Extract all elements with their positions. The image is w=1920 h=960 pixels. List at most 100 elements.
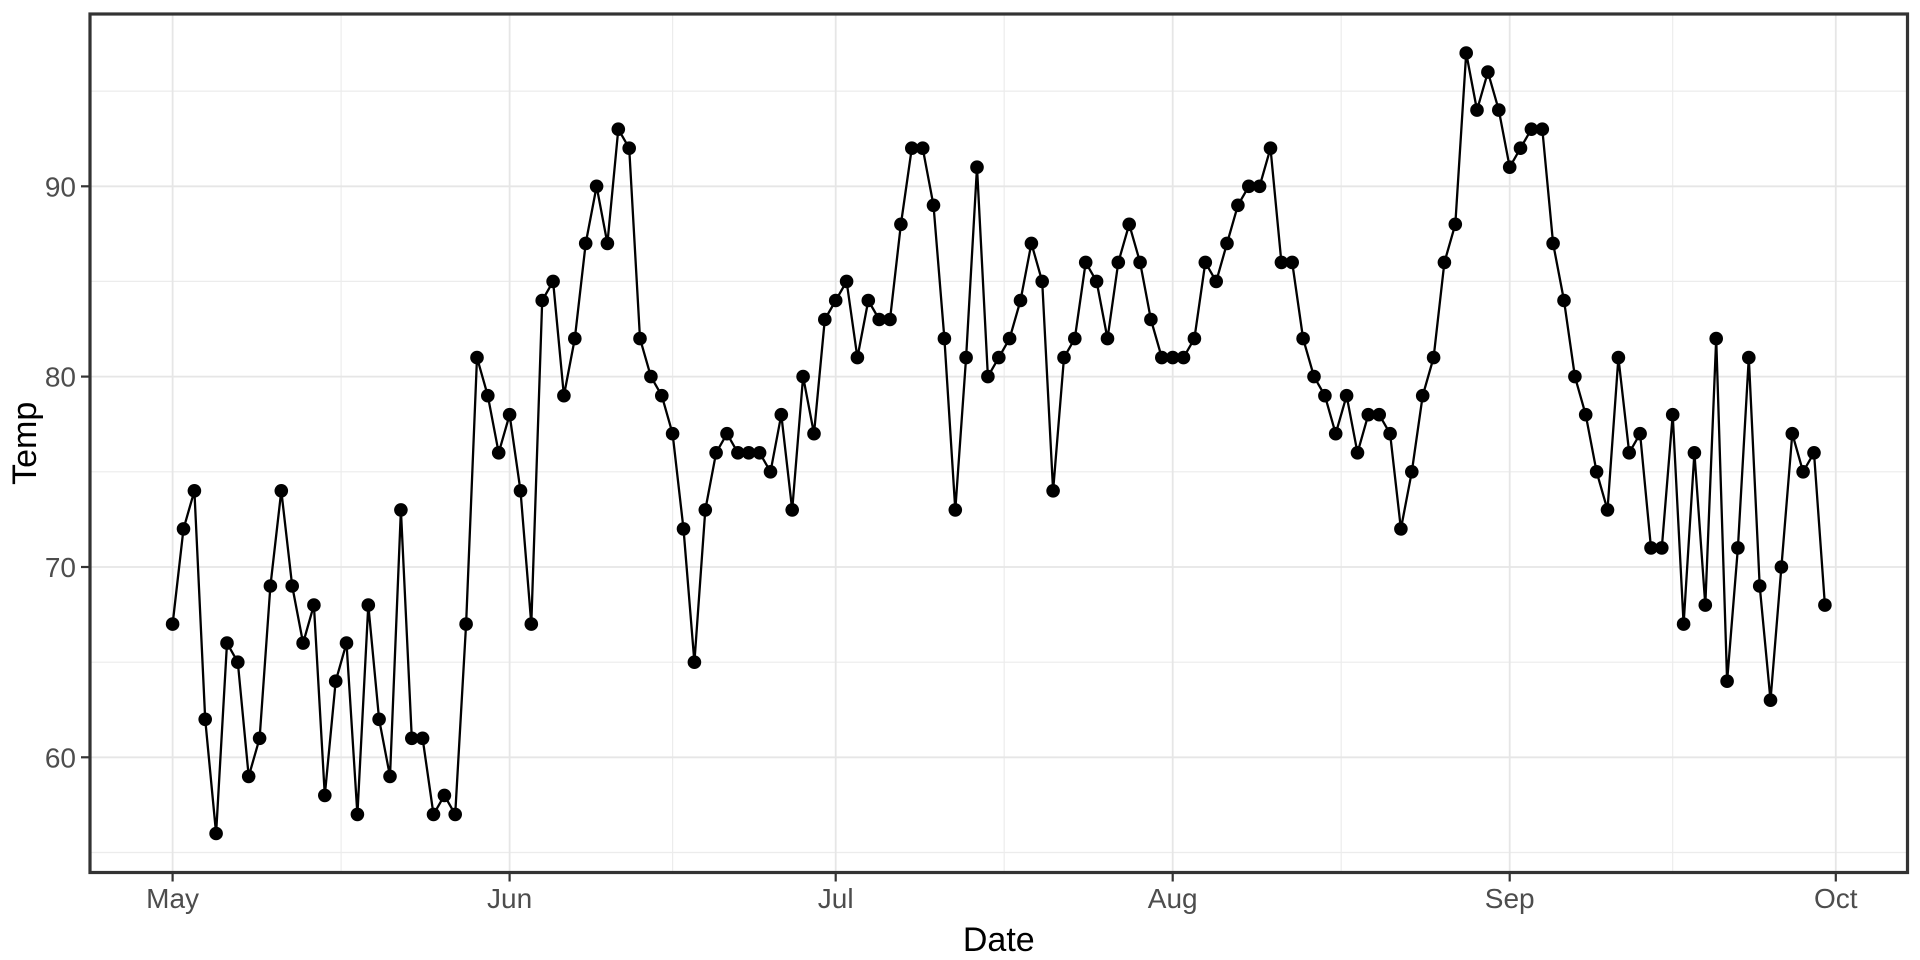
data-point (1633, 426, 1647, 441)
x-tick-label: May (146, 883, 199, 914)
data-point (318, 788, 332, 803)
temp-series (165, 46, 1832, 841)
data-point (644, 369, 658, 384)
data-point (524, 617, 539, 631)
temp-line (171, 51, 1827, 835)
data-point (1774, 560, 1789, 574)
data-point (1209, 274, 1223, 289)
gridlines-major (90, 14, 1908, 873)
data-point (611, 122, 626, 136)
data-point (1448, 217, 1463, 232)
data-point (209, 826, 223, 841)
data-point (1502, 160, 1517, 174)
x-axis-title: Date (963, 921, 1035, 959)
data-point (763, 465, 778, 479)
gridlines-minor (90, 14, 1908, 873)
data-point (1133, 255, 1147, 270)
data-point (1481, 65, 1495, 79)
data-point (1589, 465, 1604, 479)
data-point (220, 636, 234, 650)
data-point (937, 331, 952, 346)
data-point (1285, 255, 1299, 270)
data-point (307, 598, 321, 612)
data-point (1089, 274, 1104, 289)
data-point (861, 293, 876, 308)
x-tick-label: Oct (1814, 883, 1858, 914)
data-point (1752, 579, 1767, 593)
data-point (905, 141, 919, 155)
data-point (1568, 369, 1582, 384)
data-point (1698, 598, 1713, 612)
y-axis-title: Temp (6, 402, 44, 485)
data-point (633, 331, 647, 346)
data-point (361, 598, 376, 612)
data-point (1807, 446, 1821, 460)
data-point (1307, 369, 1321, 384)
data-point (1165, 350, 1180, 365)
data-point (1785, 426, 1800, 441)
data-point (1535, 122, 1550, 136)
data-point (981, 369, 995, 384)
data-point (1100, 331, 1115, 346)
data-point (502, 407, 517, 422)
data-point (818, 312, 832, 327)
data-point (1394, 522, 1408, 536)
data-point (557, 388, 571, 403)
data-point (1339, 388, 1354, 403)
data-point (1372, 407, 1386, 422)
data-point (1644, 541, 1658, 555)
data-point (1002, 331, 1017, 346)
data-point (1068, 331, 1082, 346)
data-point (1742, 350, 1756, 365)
data-point (915, 141, 930, 155)
data-point (1611, 350, 1626, 365)
data-point (1198, 255, 1213, 270)
data-point (285, 579, 300, 593)
data-point (1296, 331, 1310, 346)
data-point (774, 407, 789, 422)
x-tick-label: Jul (818, 883, 854, 914)
data-point (959, 350, 973, 365)
data-point (198, 712, 212, 727)
data-point (752, 446, 767, 460)
data-point (948, 503, 963, 517)
data-point (1405, 465, 1419, 479)
data-point (274, 484, 289, 498)
data-point (1176, 350, 1191, 365)
data-point (1013, 293, 1028, 308)
data-point (1220, 236, 1234, 251)
data-point (296, 636, 310, 650)
data-point (1415, 388, 1430, 403)
data-point (1720, 674, 1734, 688)
data-point (872, 312, 886, 327)
data-point (459, 617, 473, 631)
data-point (1524, 122, 1539, 136)
data-point (665, 426, 680, 441)
data-point (263, 579, 278, 593)
data-point (741, 446, 756, 460)
data-point (1274, 255, 1289, 270)
data-point (535, 293, 549, 308)
data-point (176, 522, 191, 536)
data-point (1242, 179, 1256, 194)
data-point (1350, 446, 1365, 460)
data-point (1187, 331, 1202, 346)
data-point (785, 503, 799, 517)
data-point (622, 141, 636, 155)
data-point (655, 388, 669, 403)
y-tick-label: 60 (45, 742, 76, 773)
data-point (1665, 407, 1680, 422)
data-point (698, 503, 713, 517)
data-point (1622, 446, 1636, 460)
data-point (1437, 255, 1452, 270)
data-point (828, 293, 843, 308)
data-point (1328, 426, 1343, 441)
data-point (600, 236, 615, 251)
data-point (970, 160, 984, 174)
data-point (926, 198, 941, 213)
data-point (1796, 465, 1810, 479)
data-point (405, 731, 419, 746)
data-point (1035, 274, 1049, 289)
data-point (252, 731, 267, 746)
